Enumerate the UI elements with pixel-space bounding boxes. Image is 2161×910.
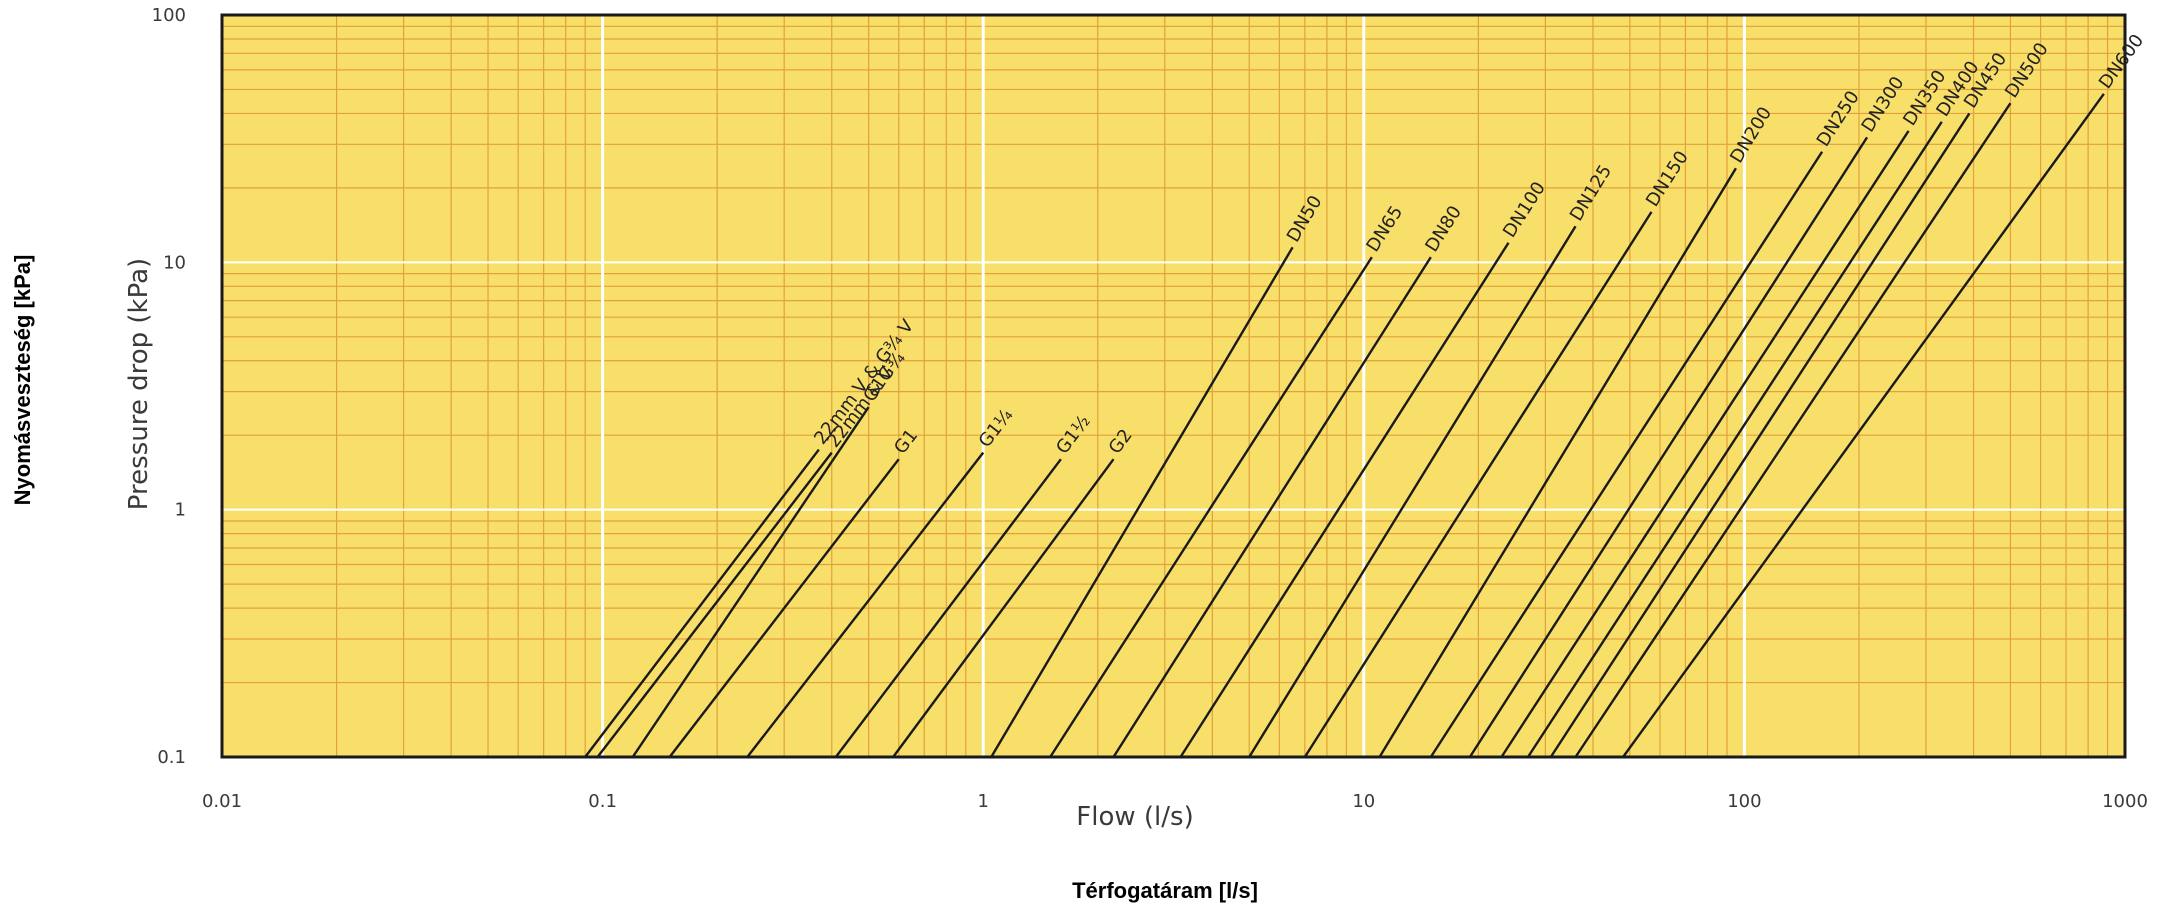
outer-y-title: Nyomásveszteség [kPa] [10, 255, 35, 506]
y-tick-label: 0.1 [157, 747, 186, 768]
series-line [892, 458, 1115, 758]
x-tick-label: 10 [1352, 791, 1375, 812]
series-line [631, 406, 870, 758]
plot-frame [220, 13, 2127, 759]
x-axis-title: Flow (l/s) [1076, 802, 1193, 832]
series-line [1049, 256, 1373, 758]
series-line [1574, 102, 2012, 758]
series-line [1429, 151, 1824, 758]
y-tick-label: 100 [152, 5, 186, 26]
plot-background [222, 15, 2125, 757]
series-line [746, 451, 985, 758]
y-tick-label: 1 [175, 500, 186, 521]
series-line [1526, 121, 1943, 758]
series-line [596, 451, 833, 758]
series-lines [584, 93, 2105, 758]
series-line [584, 448, 820, 758]
x-tick-label: 1000 [2102, 791, 2148, 812]
series-line [1468, 136, 1869, 758]
series-line [834, 458, 1062, 758]
y-tick-label: 10 [163, 252, 186, 273]
series-line [1549, 112, 1971, 758]
series-line [1303, 211, 1653, 758]
series-line [668, 458, 900, 758]
series-line [1622, 93, 2105, 758]
series-line [990, 246, 1294, 758]
x-tick-label: 100 [1727, 791, 1761, 812]
series-line [1179, 242, 1510, 758]
x-tick-label: 1 [977, 791, 988, 812]
series-line [1500, 130, 1910, 758]
y-axis-title: Pressure drop (kPa) [124, 258, 154, 510]
grid-minor [222, 15, 2125, 757]
x-tick-labels: 0.01 0.1 1 10 100 1000 [202, 791, 2148, 812]
x-tick-label: 0.01 [202, 791, 242, 812]
y-tick-labels: 0.1 1 10 100 [152, 5, 186, 768]
series-line [1112, 256, 1432, 758]
x-tick-label: 0.1 [588, 791, 617, 812]
series-line [1378, 167, 1737, 758]
outer-x-title: Térfogatáram [l/s] [1072, 878, 1258, 903]
series-line [1248, 225, 1577, 758]
